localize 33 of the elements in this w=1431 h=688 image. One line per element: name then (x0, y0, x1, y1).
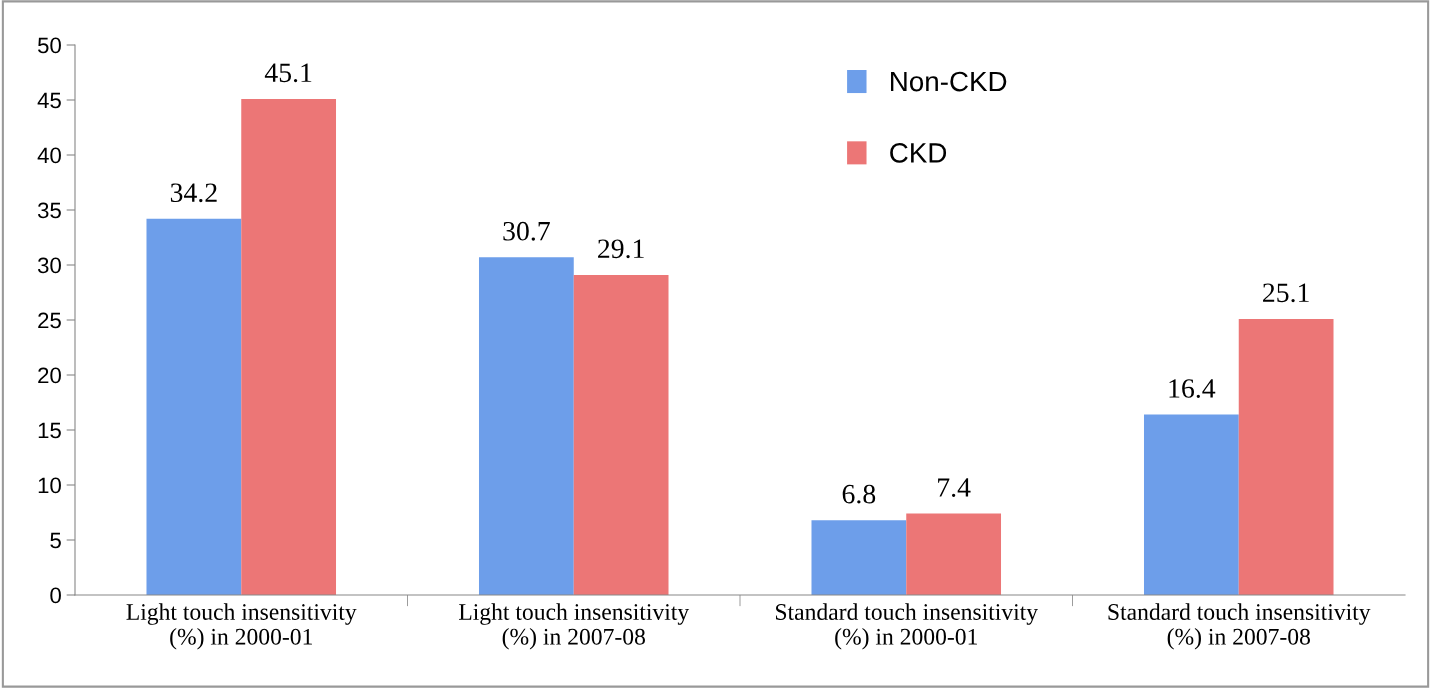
y-tick-label: 25 (38, 312, 61, 329)
bar (906, 513, 1002, 595)
y-tick-label: 30 (37, 257, 61, 274)
bar (1143, 414, 1239, 595)
data-label: 30.7 (503, 221, 550, 241)
y-tick-label: 5 (50, 532, 61, 549)
x-tick-label: Light touch insensitivity (%) in 2007-08 (459, 603, 690, 650)
data-label: 29.1 (598, 239, 644, 259)
x-tick-label: Standard touch insensitivity (%) in 2007-08 (1108, 603, 1371, 650)
y-tick-label: 45 (37, 92, 61, 109)
bar (241, 98, 337, 595)
y-tick-label: 0 (50, 587, 61, 604)
data-label: 6.8 (842, 484, 876, 504)
legend-label: Non-CKD (891, 71, 1007, 92)
bar (1238, 318, 1334, 595)
y-tick-label: 10 (38, 477, 61, 494)
data-label: 45.1 (264, 63, 312, 83)
legend-label: CKD (890, 143, 947, 163)
y-tick-label: 40 (37, 147, 61, 164)
bar (573, 274, 669, 595)
y-tick-label: 15 (38, 422, 61, 439)
y-tick-label: 35 (37, 202, 61, 219)
bar (146, 218, 242, 595)
y-tick-label: 50 (37, 37, 61, 54)
data-label: 7.4 (938, 478, 971, 497)
data-label: 16.4 (1169, 379, 1216, 398)
data-label: 34.2 (170, 183, 217, 203)
x-tick-label: Light touch insensitivity (%) in 2000-01 (126, 603, 357, 650)
y-tick-label: 20 (38, 367, 61, 384)
data-label: 25.1 (1263, 283, 1309, 303)
bar (478, 257, 574, 595)
x-tick-label: Standard touch insensitivity (%) in 2000-01 (776, 603, 1038, 650)
bar (811, 520, 907, 595)
